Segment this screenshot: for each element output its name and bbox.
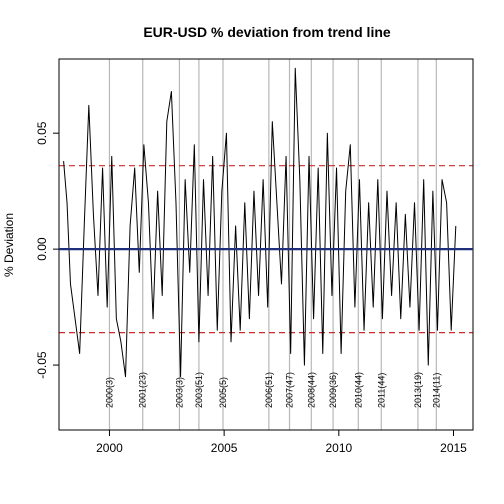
x-tick-label: 2015 [440, 441, 467, 455]
y-tick-label: 0.00 [35, 237, 49, 261]
x-tick-label: 2010 [325, 441, 352, 455]
event-lines [108, 59, 437, 430]
event-label: 2003(51) [194, 372, 204, 408]
y-axis: -0.05 0.00 0.05 [35, 121, 59, 379]
event-label: 2008(44) [306, 372, 316, 408]
y-tick-label: 0.05 [35, 121, 49, 145]
event-label: 2003(3) [174, 377, 184, 408]
series-group [63, 67, 457, 378]
event-label: 2010(44) [353, 372, 363, 408]
event-label: 2007(47) [285, 372, 295, 408]
x-tick-label: 2005 [211, 441, 238, 455]
x-axis: 2000 2005 2010 2015 [96, 430, 467, 455]
event-label: 2000(3) [104, 377, 114, 408]
event-label: 2011(44) [376, 373, 386, 408]
event-label: 2005(5) [218, 377, 228, 408]
y-axis-label: % Deviation [2, 213, 16, 277]
series-line [63, 67, 457, 378]
x-tick-label: 2000 [96, 441, 123, 455]
y-tick-label: -0.05 [35, 351, 49, 379]
event-label: 2009(36) [328, 372, 338, 408]
threshold-lines [59, 165, 473, 334]
event-labels: 2000(3) 2001(23) 2003(3) 2003(51) 2005(5) 200… [104, 372, 441, 408]
event-label: 2006(51) [264, 372, 274, 408]
event-label: 2001(23) [138, 372, 148, 408]
event-label: 2013(19) [413, 372, 423, 408]
chart-title: EUR-USD % deviation from trend line [143, 24, 391, 40]
plot-frame [58, 58, 474, 431]
event-label: 2014(11) [431, 373, 441, 408]
